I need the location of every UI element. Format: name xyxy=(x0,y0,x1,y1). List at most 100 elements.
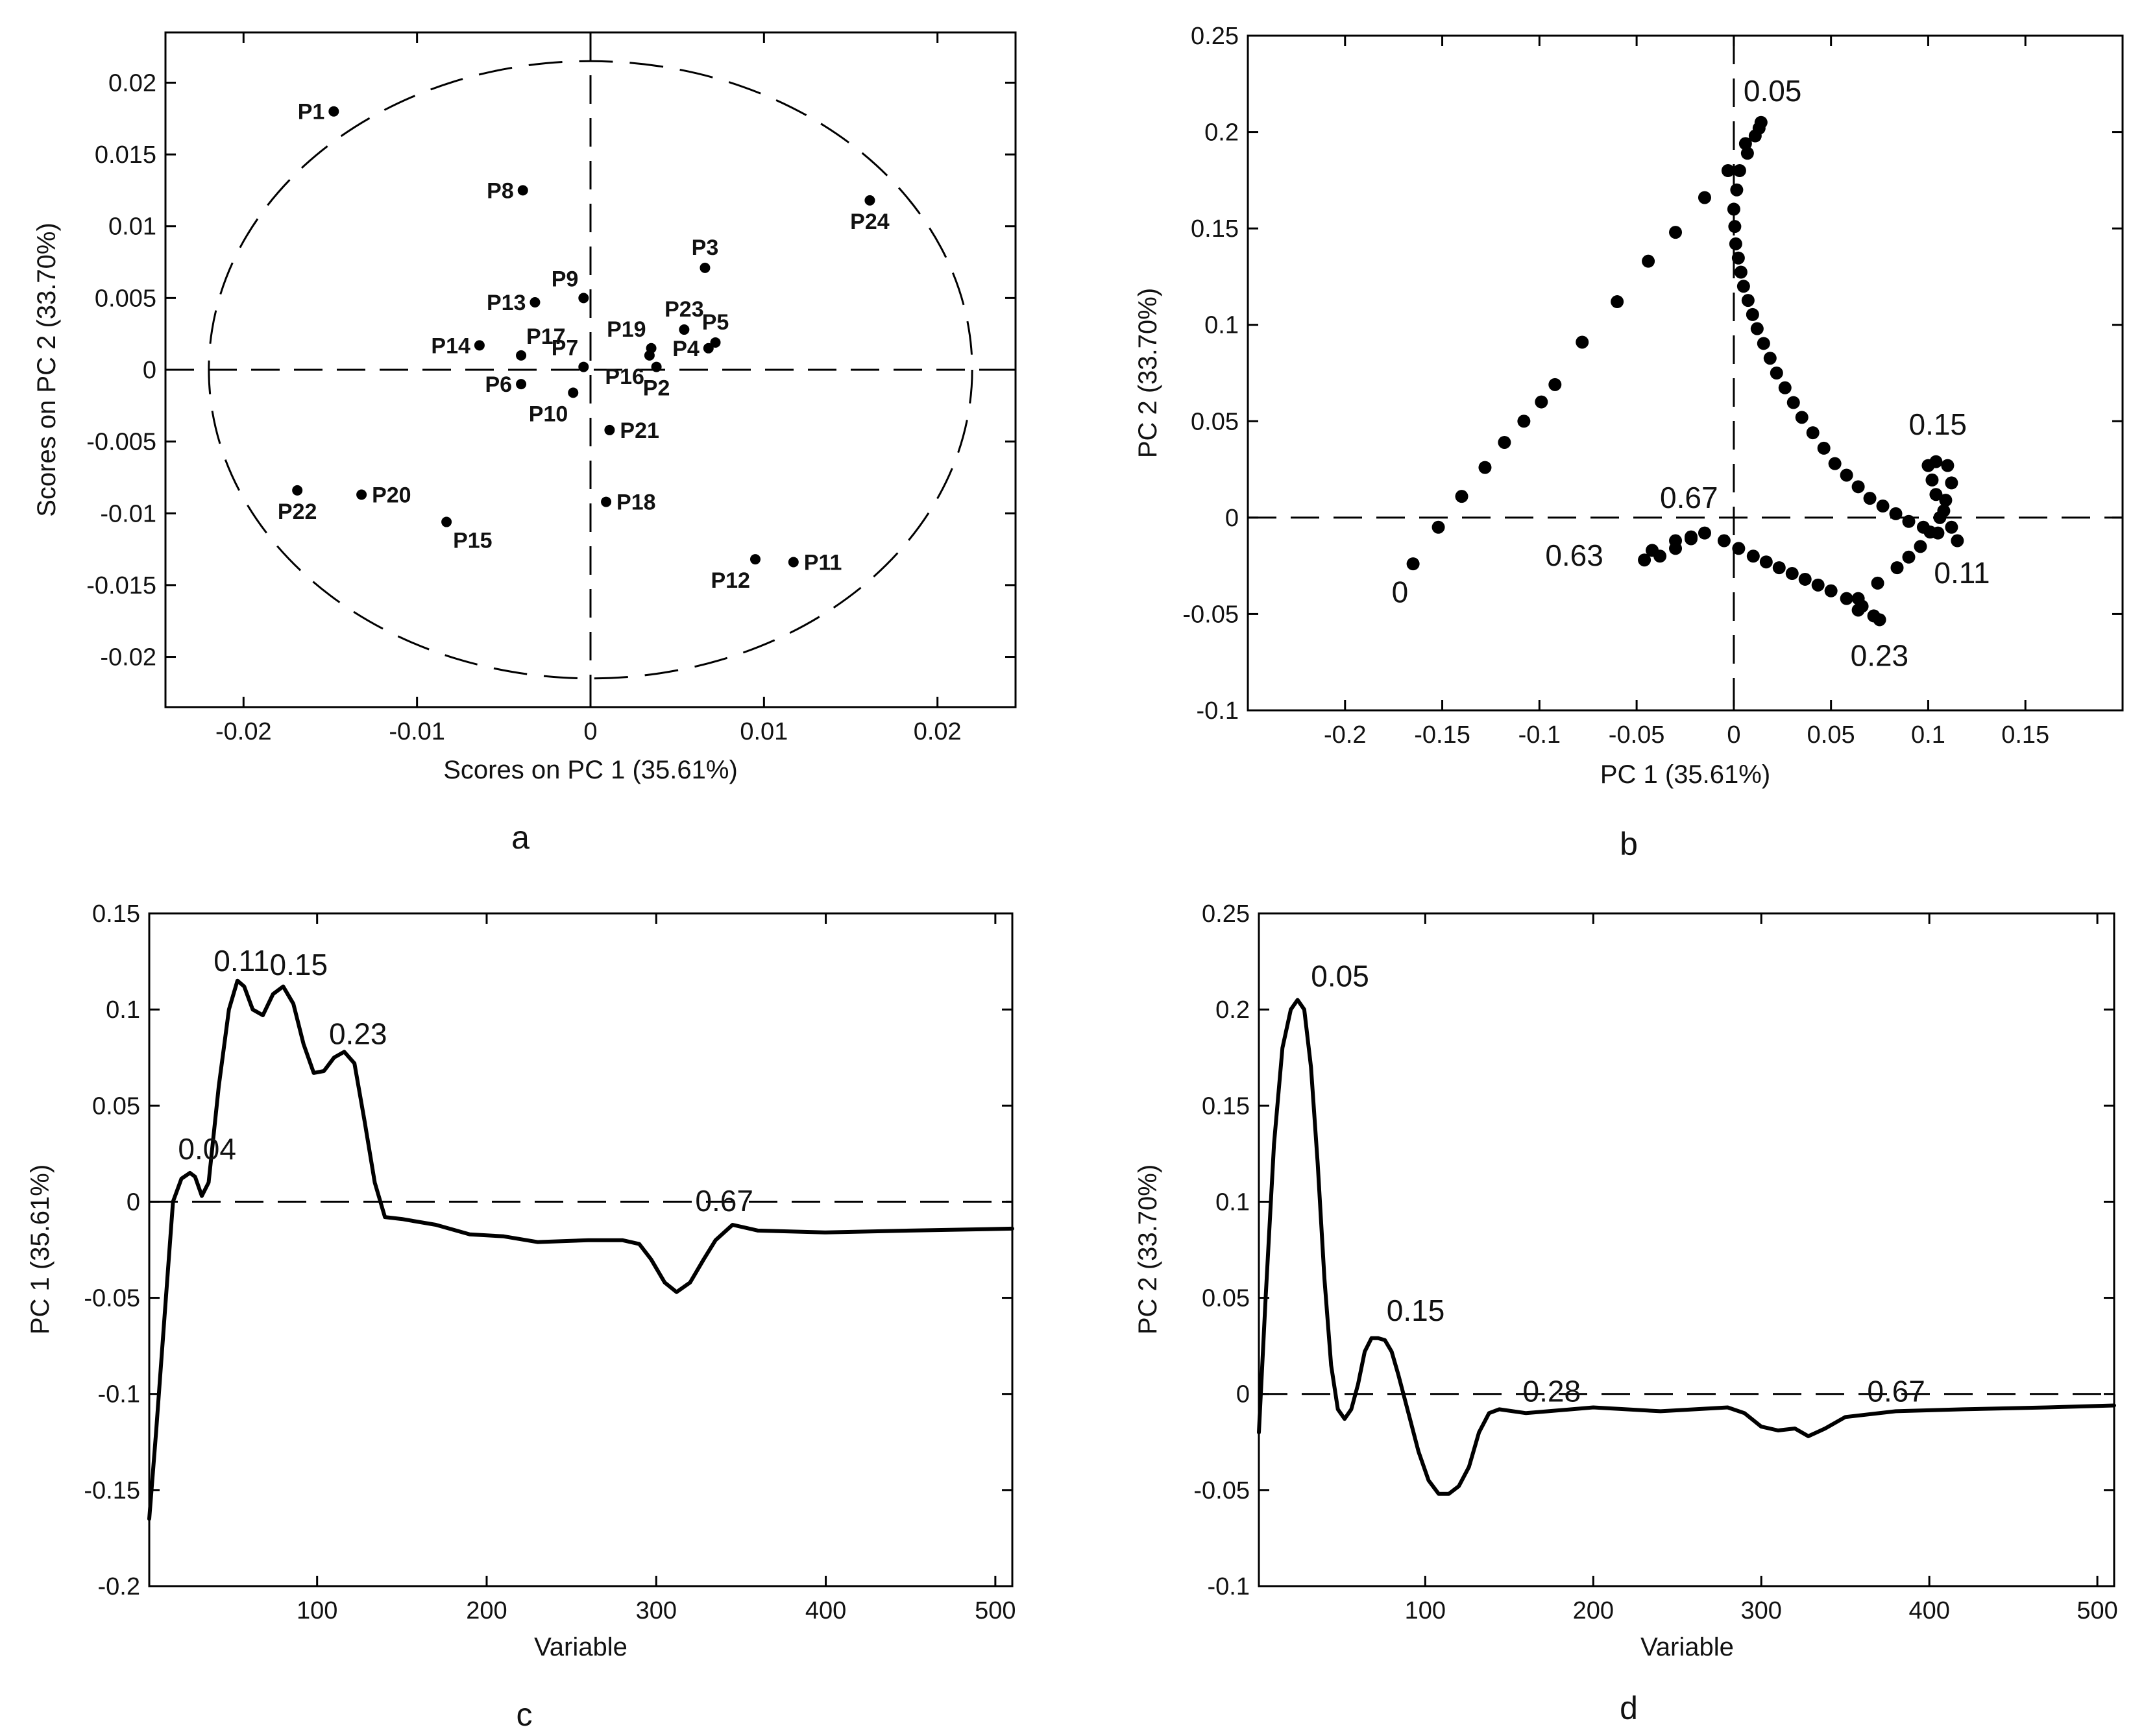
loading-annotation: 0.28 xyxy=(1523,1375,1581,1408)
sample-point-p20 xyxy=(356,489,367,500)
trajectory-annotation: 0.15 xyxy=(1908,407,1967,441)
panel-d-x-ticks: 100 200 300 400 500 xyxy=(1405,913,2118,1624)
trajectory-point xyxy=(1890,561,1904,575)
panel-a-pca-score-plot: -0.02 -0.01 0 0.01 0.02 -0.02-0.015-0.01-0.0… xyxy=(32,31,1017,856)
x-tick-label: -0.15 xyxy=(1414,721,1470,749)
trajectory-point xyxy=(1925,473,1939,487)
sample-label-p20: P20 xyxy=(372,483,411,508)
trajectory-point xyxy=(1698,191,1711,204)
trajectory-point xyxy=(1646,544,1659,557)
trajectory-point xyxy=(1741,294,1755,307)
x-tick-label: 0 xyxy=(1727,721,1740,749)
x-tick-label: -0.1 xyxy=(1518,721,1561,749)
trajectory-point xyxy=(1759,555,1773,569)
x-tick-label: 0.02 xyxy=(914,718,962,745)
trajectory-point xyxy=(1763,352,1777,365)
trajectory-point xyxy=(1535,395,1548,409)
trajectory-point xyxy=(1785,567,1799,581)
x-tick-label: 200 xyxy=(466,1597,507,1624)
trajectory-annotation: 0.63 xyxy=(1545,538,1603,572)
panel-b-trajectory-plot: -0.2 -0.15 -0.1 -0.05 0 0.05 0.1 0.15 -0.1 -0.05… xyxy=(1134,23,2124,862)
panel-c-y-axis-title: PC 1 (35.61%) xyxy=(26,1164,55,1334)
trajectory-point xyxy=(1734,265,1748,279)
trajectory-point xyxy=(1923,525,1937,539)
trajectory-point xyxy=(1876,500,1890,513)
y-tick-label: -0.1 xyxy=(1208,1573,1250,1600)
y-tick-label: 0.15 xyxy=(1202,1092,1250,1120)
panel-d-y-axis-title: PC 2 (33.70%) xyxy=(1134,1164,1162,1334)
trajectory-point xyxy=(1738,137,1752,151)
trajectory-point xyxy=(1798,572,1812,586)
panel-c-x-ticks: 100 200 300 400 500 xyxy=(297,913,1016,1624)
loading-annotation: 0.15 xyxy=(270,948,328,982)
loading-curve xyxy=(147,978,1014,1521)
trajectory-point xyxy=(1746,549,1760,563)
sample-point-p12 xyxy=(749,554,761,565)
x-tick-label: -0.02 xyxy=(215,718,272,745)
trajectory-annotation: 0.23 xyxy=(1851,639,1909,673)
loading-curve xyxy=(1257,998,2116,1496)
trajectory-point xyxy=(1757,337,1770,350)
y-tick-label: 0.15 xyxy=(1191,215,1239,243)
trajectory-point xyxy=(1778,381,1792,394)
x-tick-label: 100 xyxy=(297,1597,337,1624)
sample-label-p2: P2 xyxy=(643,376,670,401)
sample-label-p4: P4 xyxy=(672,337,700,361)
loading-annotation: 0.15 xyxy=(1387,1294,1445,1327)
trajectory-point xyxy=(1576,335,1589,349)
sample-point-p15 xyxy=(441,516,452,527)
trajectory-point xyxy=(1754,115,1768,129)
sample-label-p3: P3 xyxy=(692,235,719,260)
x-tick-label: 500 xyxy=(975,1597,1016,1624)
trajectory-point xyxy=(1669,534,1683,548)
y-tick-label: 0.1 xyxy=(1204,312,1239,339)
trajectory-point xyxy=(1431,520,1445,534)
sample-label-p1: P1 xyxy=(298,100,325,125)
loading-annotation: 0.11 xyxy=(213,944,269,978)
x-tick-label: 0 xyxy=(583,718,597,745)
trajectory-point xyxy=(1840,592,1853,605)
sample-label-p15: P15 xyxy=(453,529,493,553)
panel-b-y-ticks: -0.1 -0.05 0 0.05 0.1 0.15 0.2 0.25 xyxy=(1182,23,2123,725)
trajectory-point xyxy=(1698,526,1711,540)
panel-c-axes-frame xyxy=(148,912,1014,1587)
y-tick-label: 0.15 xyxy=(92,900,140,928)
panel-d-plot-content: 0.05 0.15 0.28 0.67 xyxy=(1257,959,2116,1496)
trajectory-annotation: 0.11 xyxy=(1934,556,1990,590)
trajectory-point xyxy=(1406,557,1420,571)
sample-label-p17: P17 xyxy=(526,324,566,349)
trajectory-annotation: 0.05 xyxy=(1744,74,1802,108)
trajectory-point xyxy=(1478,461,1492,474)
trajectory-point xyxy=(1945,520,1958,534)
trajectory-point xyxy=(1902,514,1916,528)
sample-point-p1 xyxy=(328,106,339,117)
x-tick-label: -0.05 xyxy=(1609,721,1665,749)
sample-point-p6 xyxy=(516,379,527,390)
confidence-ellipse xyxy=(208,60,973,680)
y-tick-label: 0.25 xyxy=(1191,23,1239,50)
loading-annotation: 0.04 xyxy=(178,1132,236,1166)
trajectory-point xyxy=(1770,367,1783,380)
sample-point-p13 xyxy=(530,297,541,307)
panel-c-x-axis-title: Variable xyxy=(534,1633,627,1661)
sample-point-p23 xyxy=(679,324,690,335)
panel-d-y-ticks: -0.1 -0.05 0 0.05 0.1 0.15 0.2 0.25 xyxy=(1193,900,2114,1600)
trajectory-point xyxy=(1840,468,1853,482)
y-tick-label: 0 xyxy=(127,1188,140,1216)
x-tick-label: 0.1 xyxy=(1911,721,1945,749)
trajectory-point xyxy=(1684,530,1698,544)
trajectory-point xyxy=(1548,378,1562,391)
trajectory-point xyxy=(1732,542,1746,555)
trajectory-point xyxy=(1933,511,1947,524)
y-tick-label: 0.1 xyxy=(106,996,140,1024)
trajectory-point xyxy=(1824,584,1838,597)
panel-d-x-axis-title: Variable xyxy=(1640,1633,1734,1661)
trajectory-point xyxy=(1669,226,1683,239)
x-tick-label: 0.05 xyxy=(1807,721,1855,749)
sample-label-p23: P23 xyxy=(664,297,704,322)
sample-point-p11 xyxy=(788,557,799,568)
sample-point-p17 xyxy=(516,350,527,361)
x-tick-label: 300 xyxy=(636,1597,677,1624)
trajectory-point xyxy=(1871,576,1884,590)
